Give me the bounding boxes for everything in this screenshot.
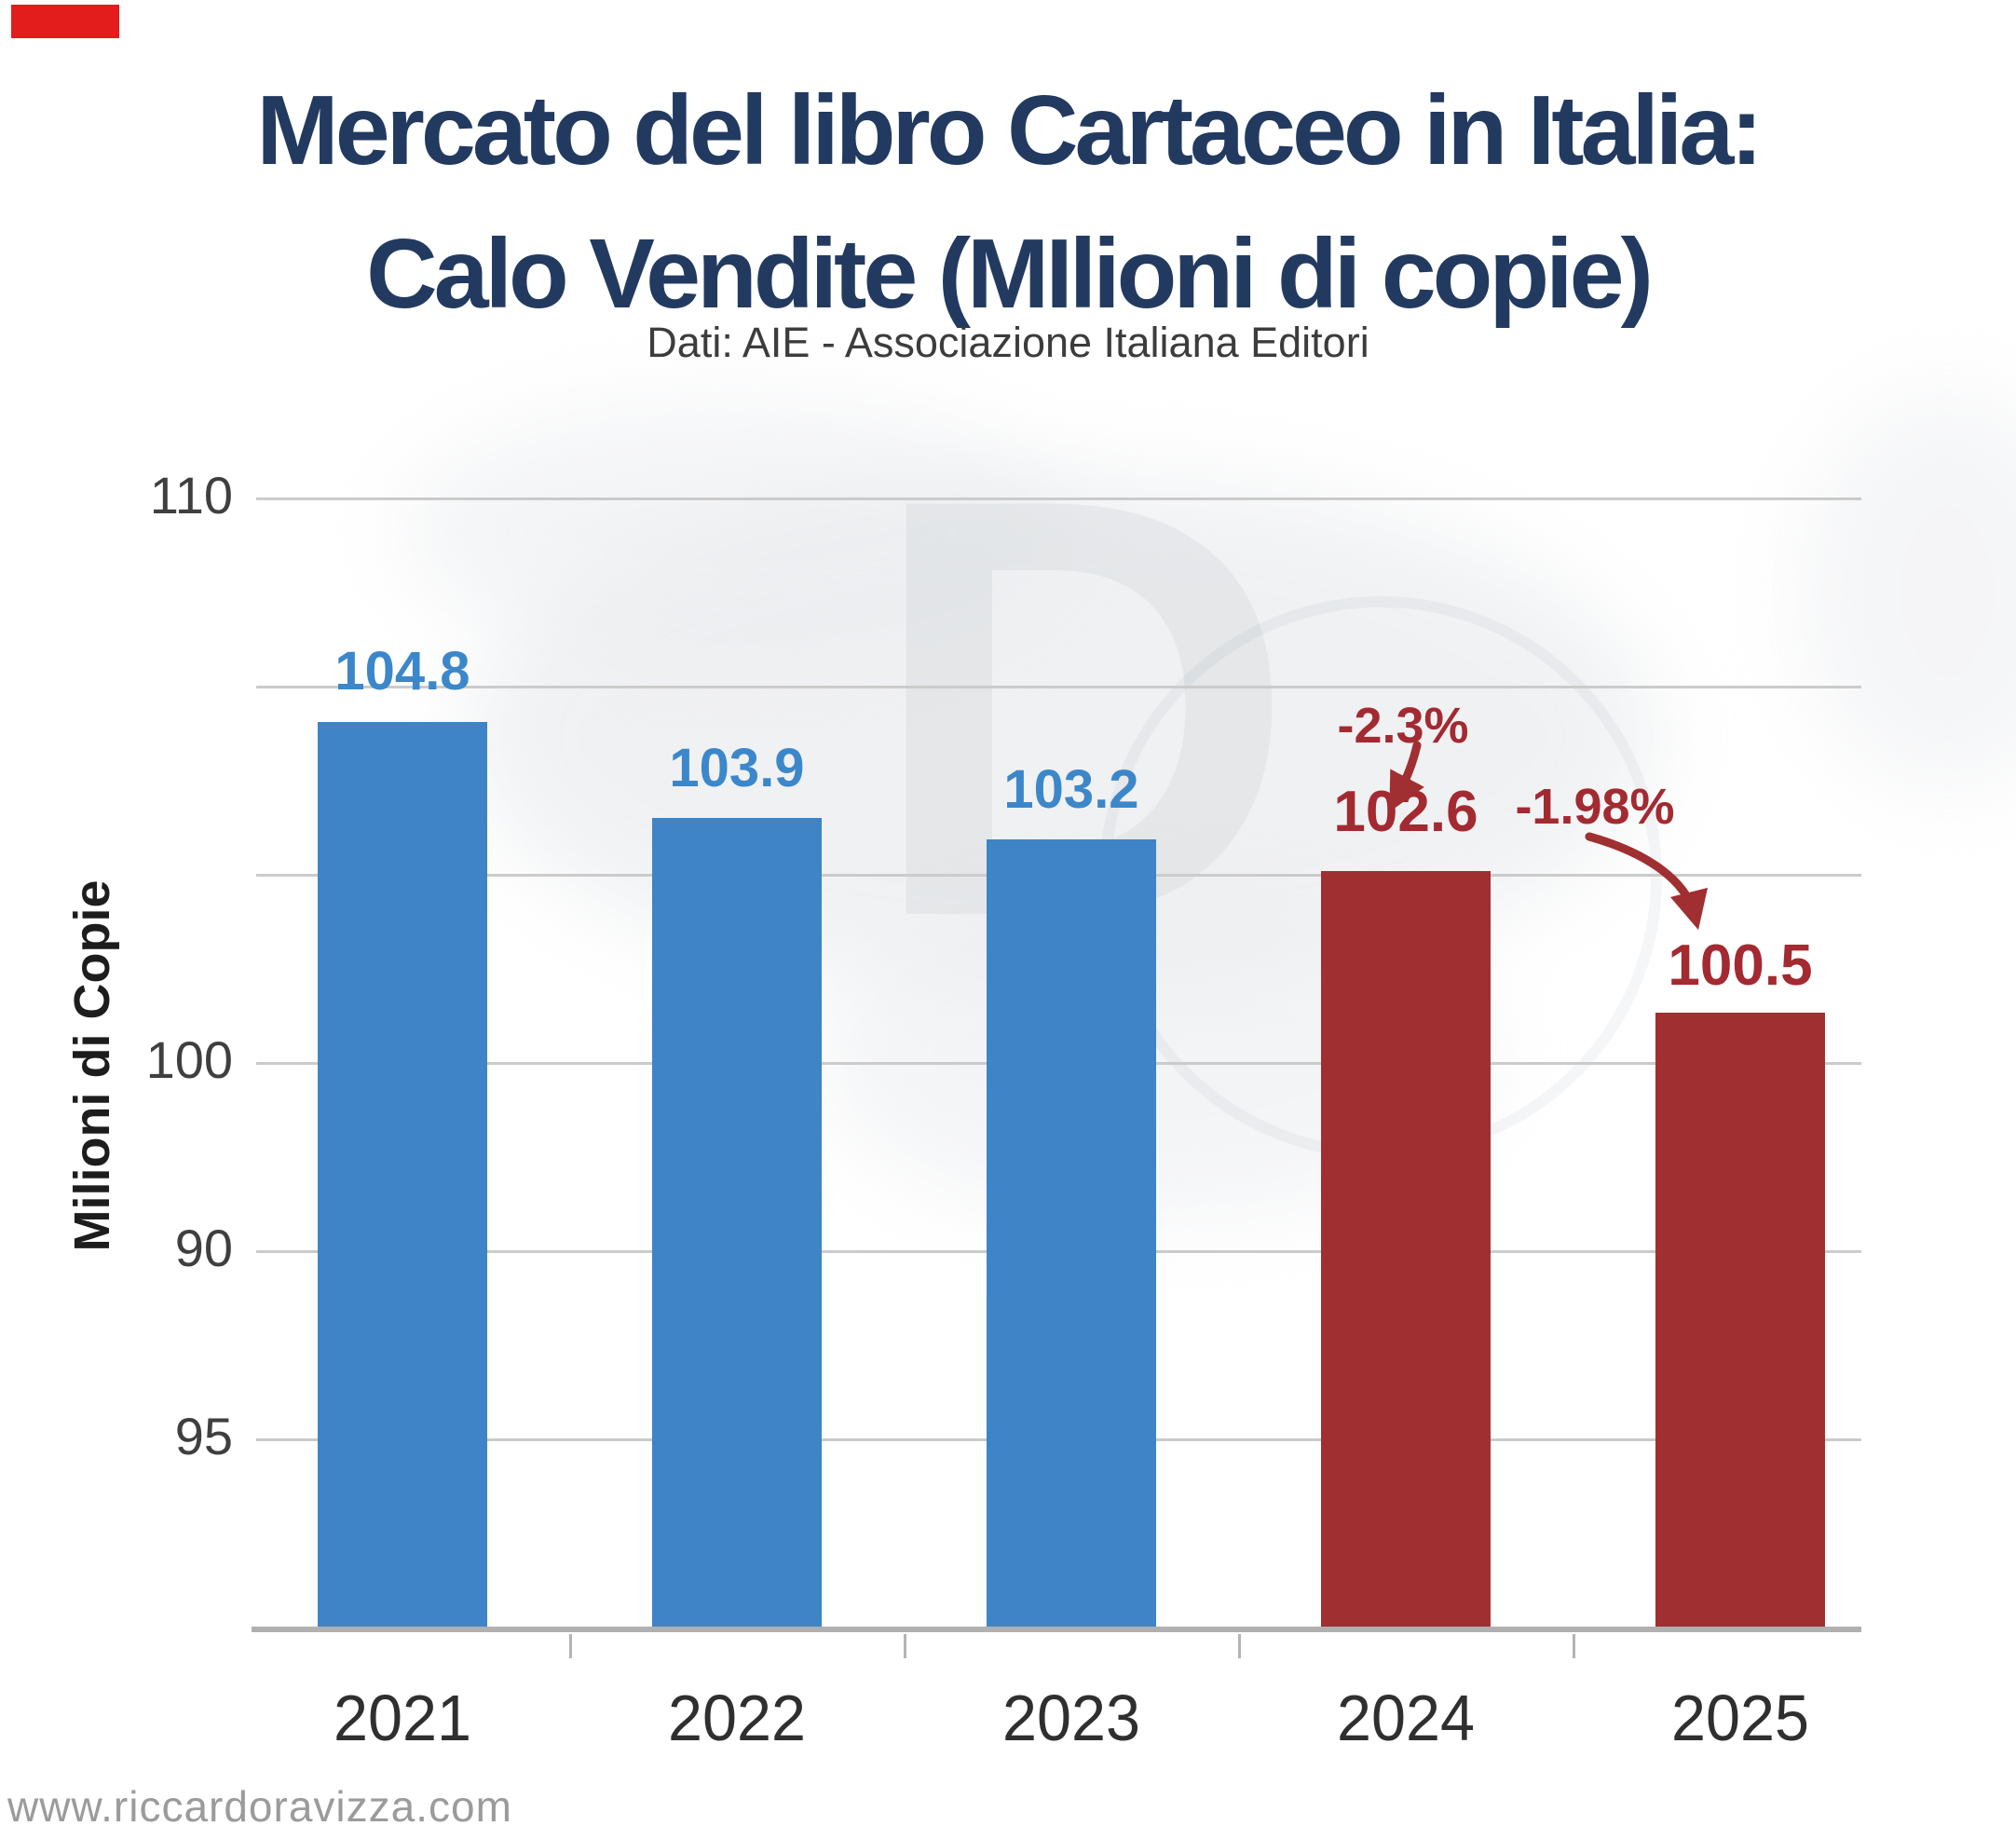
x-axis-tick (1238, 1634, 1241, 1658)
gridline (256, 497, 1861, 500)
bar-2023 (987, 839, 1156, 1627)
x-axis-label-2021: 2021 (334, 1682, 471, 1754)
value-label-2024: 102.6 (1333, 780, 1478, 844)
page-title: Mercato del libro Cartaceo in Italia: Ca… (0, 60, 2016, 346)
x-axis-baseline (252, 1627, 1861, 1632)
x-axis-label-2022: 2022 (668, 1682, 806, 1754)
value-label-2023: 103.2 (1003, 759, 1139, 820)
page-title-line2: Calo Vendite (MIlioni di copie) (366, 218, 1654, 329)
annotation-2024: -2.3% (1337, 698, 1469, 754)
bar-2024 (1321, 871, 1491, 1627)
background-cloud-blob (401, 401, 1071, 661)
annotation-2025: -1.98% (1515, 779, 1675, 835)
x-axis-label-2024: 2024 (1337, 1682, 1475, 1754)
x-axis-tick (569, 1634, 572, 1658)
y-tick-label-90: 90 (174, 1218, 233, 1277)
y-axis-title: Milioni di Copie (64, 879, 120, 1252)
gridline (256, 686, 1861, 688)
site-watermark: www.riccardoravizza.com (7, 1782, 512, 1831)
page-title-line1: Mercato del libro Cartaceo in Italia: (256, 75, 1763, 185)
bar-2022 (652, 818, 822, 1627)
bar-2025 (1655, 1013, 1825, 1627)
value-label-2021: 104.8 (334, 641, 470, 702)
y-tick-label-100: 100 (145, 1029, 233, 1089)
red-corner-mark (11, 5, 119, 38)
value-label-2025: 100.5 (1668, 933, 1813, 998)
x-axis-tick (904, 1634, 906, 1658)
x-axis-label-2025: 2025 (1671, 1682, 1809, 1754)
y-tick-label-95: 95 (174, 1406, 233, 1465)
y-tick-label-110: 110 (149, 465, 233, 524)
x-axis-tick (1573, 1634, 1575, 1658)
x-axis-label-2023: 2023 (1002, 1682, 1140, 1754)
value-label-2022: 103.9 (669, 738, 805, 798)
bar-2021 (318, 722, 487, 1627)
data-source-subtitle: Dati: AIE - Associazione Italiana Editor… (647, 319, 1369, 366)
